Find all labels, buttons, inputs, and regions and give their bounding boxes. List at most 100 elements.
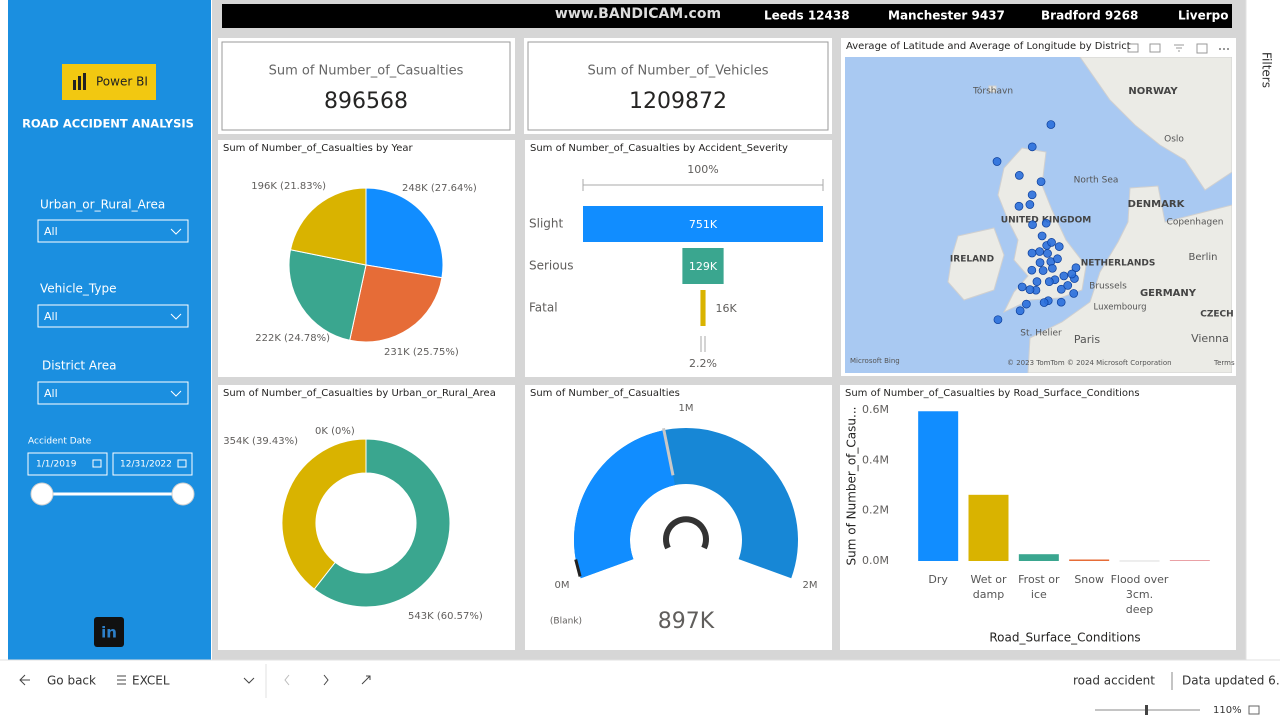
- focus-icon[interactable]: [1196, 43, 1208, 54]
- card: [527, 41, 829, 131]
- dropdown-chevron[interactable]: [170, 313, 182, 320]
- filters-label[interactable]: Filters: [1260, 52, 1274, 88]
- map-point: [1044, 277, 1054, 286]
- gauge-value: 897K: [658, 609, 715, 634]
- calendar-icon[interactable]: [177, 459, 187, 468]
- map-point: [1017, 282, 1027, 292]
- map-point: [1035, 247, 1044, 256]
- date-input[interactable]: [27, 452, 108, 476]
- tile: [840, 385, 1236, 650]
- next-page[interactable]: [323, 674, 329, 686]
- y-tick-label: 0.6M: [862, 403, 889, 416]
- slider-handle[interactable]: [30, 482, 54, 506]
- map-label: DENMARK: [1128, 199, 1186, 210]
- category-label: Serious: [529, 259, 573, 273]
- slicer-dropdown[interactable]: [37, 304, 189, 328]
- filter-icon[interactable]: [1174, 44, 1184, 52]
- more-icon[interactable]: [1227, 48, 1229, 50]
- map-land: [988, 85, 997, 93]
- gauge-tick-label: 0M: [554, 580, 569, 591]
- funnel-bottom-label: 2.2%: [689, 357, 717, 370]
- map-label: Luxembourg: [1094, 303, 1147, 313]
- gauge-tick-label: 2M: [803, 580, 818, 591]
- map-label: Paris: [1074, 333, 1100, 346]
- map-land: [947, 227, 1005, 301]
- more-icon[interactable]: [1219, 48, 1221, 50]
- dropdown-chevron[interactable]: [170, 390, 182, 397]
- bar: [918, 411, 959, 561]
- map-label: Tórshavn: [972, 86, 1013, 97]
- visual-icon[interactable]: [1127, 43, 1139, 53]
- slicer-value[interactable]: All: [44, 387, 58, 400]
- bar: [1018, 554, 1059, 561]
- slice: [365, 187, 444, 279]
- map-point: [1027, 265, 1037, 275]
- calendar-icon[interactable]: [92, 459, 102, 468]
- prev-page[interactable]: [284, 674, 290, 686]
- x-tick-label: Dry: [928, 573, 948, 586]
- zoom-handle[interactable]: [1145, 705, 1148, 715]
- linkedin-icon[interactable]: [94, 617, 124, 647]
- watermark: www.BANDICAM.com: [555, 6, 721, 22]
- fit-icon[interactable]: [1248, 705, 1260, 715]
- date-end[interactable]: 12/31/2022: [120, 460, 172, 470]
- map-attribution: Microsoft Bing: [850, 357, 900, 365]
- map-point: [1043, 249, 1052, 258]
- slicer-dropdown[interactable]: [37, 219, 189, 243]
- data-label: 129K: [689, 260, 718, 273]
- y-tick-label: 0.4M: [862, 453, 889, 466]
- dropdown-chevron[interactable]: [170, 228, 182, 235]
- card-value: 1209872: [629, 89, 727, 114]
- logo-icon: [83, 73, 86, 90]
- slicer-value[interactable]: All: [44, 225, 58, 238]
- pages-icon[interactable]: [117, 675, 126, 685]
- map-point: [1053, 254, 1062, 264]
- bar: [1069, 559, 1110, 561]
- category-label: Fatal: [529, 301, 558, 315]
- linkedin-glyph[interactable]: in: [101, 624, 117, 642]
- date-start[interactable]: 1/1/2019: [36, 460, 77, 470]
- page-name[interactable]: EXCEL: [132, 674, 170, 688]
- bar: [968, 494, 1009, 561]
- slider-handle[interactable]: [171, 482, 195, 506]
- filters-pane[interactable]: [1246, 0, 1280, 700]
- ticker-item: Bradford 9268: [1041, 9, 1138, 23]
- go-back[interactable]: Go back: [47, 674, 96, 688]
- fullscreen-icon[interactable]: [361, 675, 371, 685]
- bar: [1169, 560, 1210, 561]
- date-input[interactable]: [112, 452, 193, 476]
- blank-label: (Blank): [550, 617, 582, 627]
- slice: [349, 264, 443, 343]
- visual-icon[interactable]: [1149, 43, 1161, 53]
- data-label: 354K (39.43%): [223, 436, 298, 447]
- slicer-value[interactable]: All: [44, 310, 58, 323]
- map-point: [1054, 242, 1064, 251]
- back-icon[interactable]: [19, 674, 30, 686]
- map-point: [1071, 263, 1081, 273]
- data-label: 196K (21.83%): [251, 181, 326, 192]
- more-icon[interactable]: [1223, 48, 1225, 50]
- card-label: Sum of Number_of_Vehicles: [588, 64, 769, 79]
- slicer-label: Urban_or_Rural_Area: [40, 198, 165, 212]
- page-chevron[interactable]: [243, 677, 255, 684]
- bar: [1119, 560, 1160, 562]
- logo-icon: [73, 80, 76, 90]
- map-point: [1025, 200, 1035, 209]
- data-label: 248K (27.64%): [402, 183, 477, 194]
- map-point: [1041, 218, 1051, 228]
- chart-title: Sum of Number_of_Casualties by Road_Surf…: [845, 388, 1140, 399]
- slicer-dropdown[interactable]: [37, 381, 189, 405]
- funnel-bar: [682, 248, 724, 284]
- map-point: [1027, 190, 1037, 200]
- map-label: NETHERLANDS: [1081, 259, 1156, 269]
- map-point: [1047, 238, 1056, 247]
- funnel-bar: [700, 290, 706, 326]
- map-point: [1063, 281, 1073, 290]
- ticker-item: Liverpo: [1178, 9, 1228, 23]
- x-tick-label: Flood over 3cm. deep: [1110, 573, 1169, 616]
- funnel-bar: [583, 206, 823, 242]
- gauge-tick-label: 1M: [679, 403, 694, 414]
- x-tick-label: Snow: [1074, 573, 1104, 586]
- data-label: 16K: [716, 302, 738, 315]
